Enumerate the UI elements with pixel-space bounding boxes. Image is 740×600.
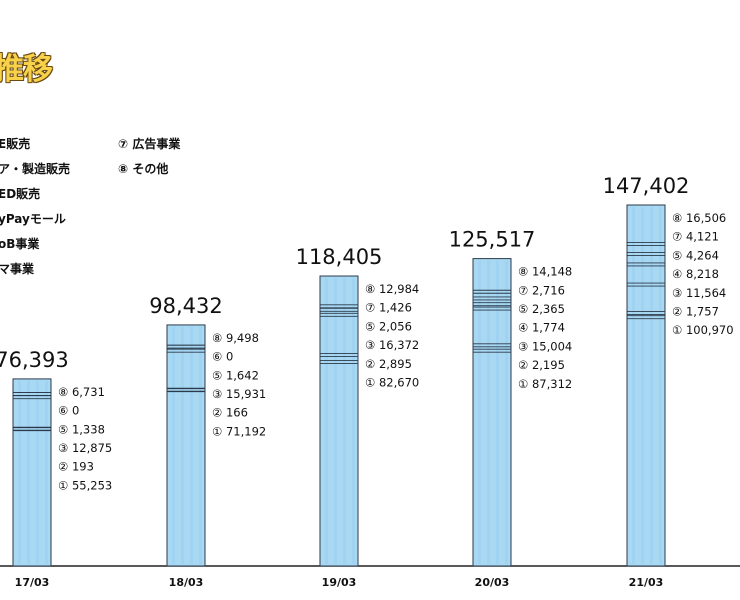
segment-label: ③ 15,931 [212,387,266,401]
bar-texture [190,326,193,564]
x-tick-label: 17/03 [15,576,50,589]
segment-label: ② 2,195 [518,358,565,372]
bar-texture [172,326,175,564]
segment-label: ① 87,312 [518,377,572,391]
segment-label: ⑦ 2,716 [518,283,565,297]
bar-19/03 [319,275,359,567]
bar-texture [496,260,499,564]
bar-texture [487,260,490,564]
x-tick-label: 18/03 [169,576,204,589]
segment-label: ⑦ 1,426 [365,301,412,315]
bar-texture [334,278,337,564]
segment-label: ④ 1,774 [518,321,565,335]
bar-total-label: 98,432 [149,294,222,318]
segment-label: ③ 12,875 [58,441,112,455]
bar-texture [659,207,662,564]
segment-label: ③ 11,564 [672,286,726,300]
bar-texture [641,207,644,564]
bar-texture [181,326,184,564]
legend-item: マ事業 [0,262,35,276]
segment-label: ⑤ 1,338 [58,422,105,436]
bar-texture [478,260,481,564]
bar-texture [650,207,653,564]
segment-label: ⑦ 4,121 [672,230,719,244]
bar-21/03 [626,204,666,567]
x-tick-label: 19/03 [322,576,357,589]
bar-total-label: 76,393 [0,348,69,372]
bar-texture [632,207,635,564]
legend-item: E販売 [0,137,31,151]
bar-texture [352,278,355,564]
bar-texture [36,380,39,564]
segment-label: ⑥ 0 [212,350,233,364]
segment-label: ⑤ 1,642 [212,368,259,382]
segment-label: ① 55,253 [58,478,112,492]
segment-label: ② 1,757 [672,305,719,319]
segment-label: ⑧ 16,506 [672,211,726,225]
x-tick-label: 20/03 [475,576,510,589]
segment-label: ⑤ 2,056 [365,319,412,333]
segment-label: ⑥ 0 [58,404,79,418]
segment-label: ② 2,895 [365,357,412,371]
legend-item: oB事業 [0,237,40,251]
bar-17/03 [12,378,52,567]
segment-label: ⑧ 6,731 [58,385,105,399]
chart-title: 推移 [0,52,53,87]
bar-total-label: 118,405 [296,245,383,269]
segment-label: ③ 16,372 [365,338,419,352]
segment-label: ⑤ 4,264 [672,248,719,262]
bar-texture [45,380,48,564]
legend-item: ⑧ その他 [118,162,169,176]
segment-label: ⑧ 9,498 [212,331,259,345]
x-tick-label: 21/03 [629,576,664,589]
legend-item: yPayモール [0,212,66,226]
bar-texture [18,380,21,564]
bar-texture [343,278,346,564]
legend-item: ED販売 [0,187,41,201]
bar-texture [505,260,508,564]
segment-label: ① 100,970 [672,323,734,337]
bar-texture [325,278,328,564]
bar-18/03 [166,324,206,567]
segment-label: ⑧ 14,148 [518,265,572,279]
bar-total-label: 147,402 [603,174,690,198]
bar-texture [27,380,30,564]
segment-label: ② 166 [212,406,248,420]
segment-label: ② 193 [58,460,94,474]
legend-item: ア・製造販売 [0,162,71,176]
segment-label: ① 82,670 [365,376,419,390]
segment-label: ③ 15,004 [518,339,572,353]
bar-total-label: 125,517 [449,228,536,252]
segment-label: ⑤ 2,365 [518,302,565,316]
segment-label: ④ 8,218 [672,267,719,281]
segment-label: ① 71,192 [212,424,266,438]
legend-item: ⑦ 広告事業 [118,137,181,151]
segment-label: ⑧ 12,984 [365,282,419,296]
bar-texture [199,326,202,564]
